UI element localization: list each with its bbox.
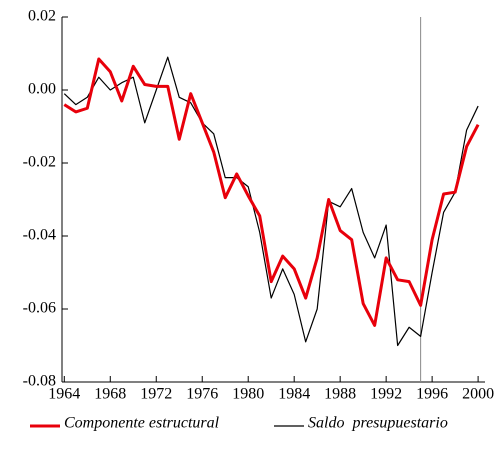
y-tick-label: 0.02 <box>28 8 56 25</box>
legend-label: Componente estructural <box>64 415 220 432</box>
x-tick-label: 1992 <box>370 386 402 403</box>
y-tick-label: 0.00 <box>28 81 56 98</box>
x-tick-label: 1976 <box>186 386 218 403</box>
x-tick-label: 1972 <box>140 386 172 403</box>
y-tick-label: -0.06 <box>23 300 56 317</box>
x-tick-label: 1988 <box>324 386 356 403</box>
y-tick-label: -0.08 <box>23 373 56 390</box>
x-tick-label: 1980 <box>232 386 264 403</box>
series-line <box>63 56 479 347</box>
y-tick-label: -0.04 <box>23 227 56 244</box>
x-tick-label: 2000 <box>462 386 494 403</box>
x-tick-label: 1964 <box>48 386 80 403</box>
y-tick-label: -0.02 <box>23 154 56 171</box>
x-tick-label: 1968 <box>94 386 126 403</box>
legend-label: Saldo presupuestario <box>308 415 448 432</box>
series-line <box>63 57 480 327</box>
x-tick-label: 1984 <box>278 386 310 403</box>
x-tick-label: 1996 <box>416 386 448 403</box>
